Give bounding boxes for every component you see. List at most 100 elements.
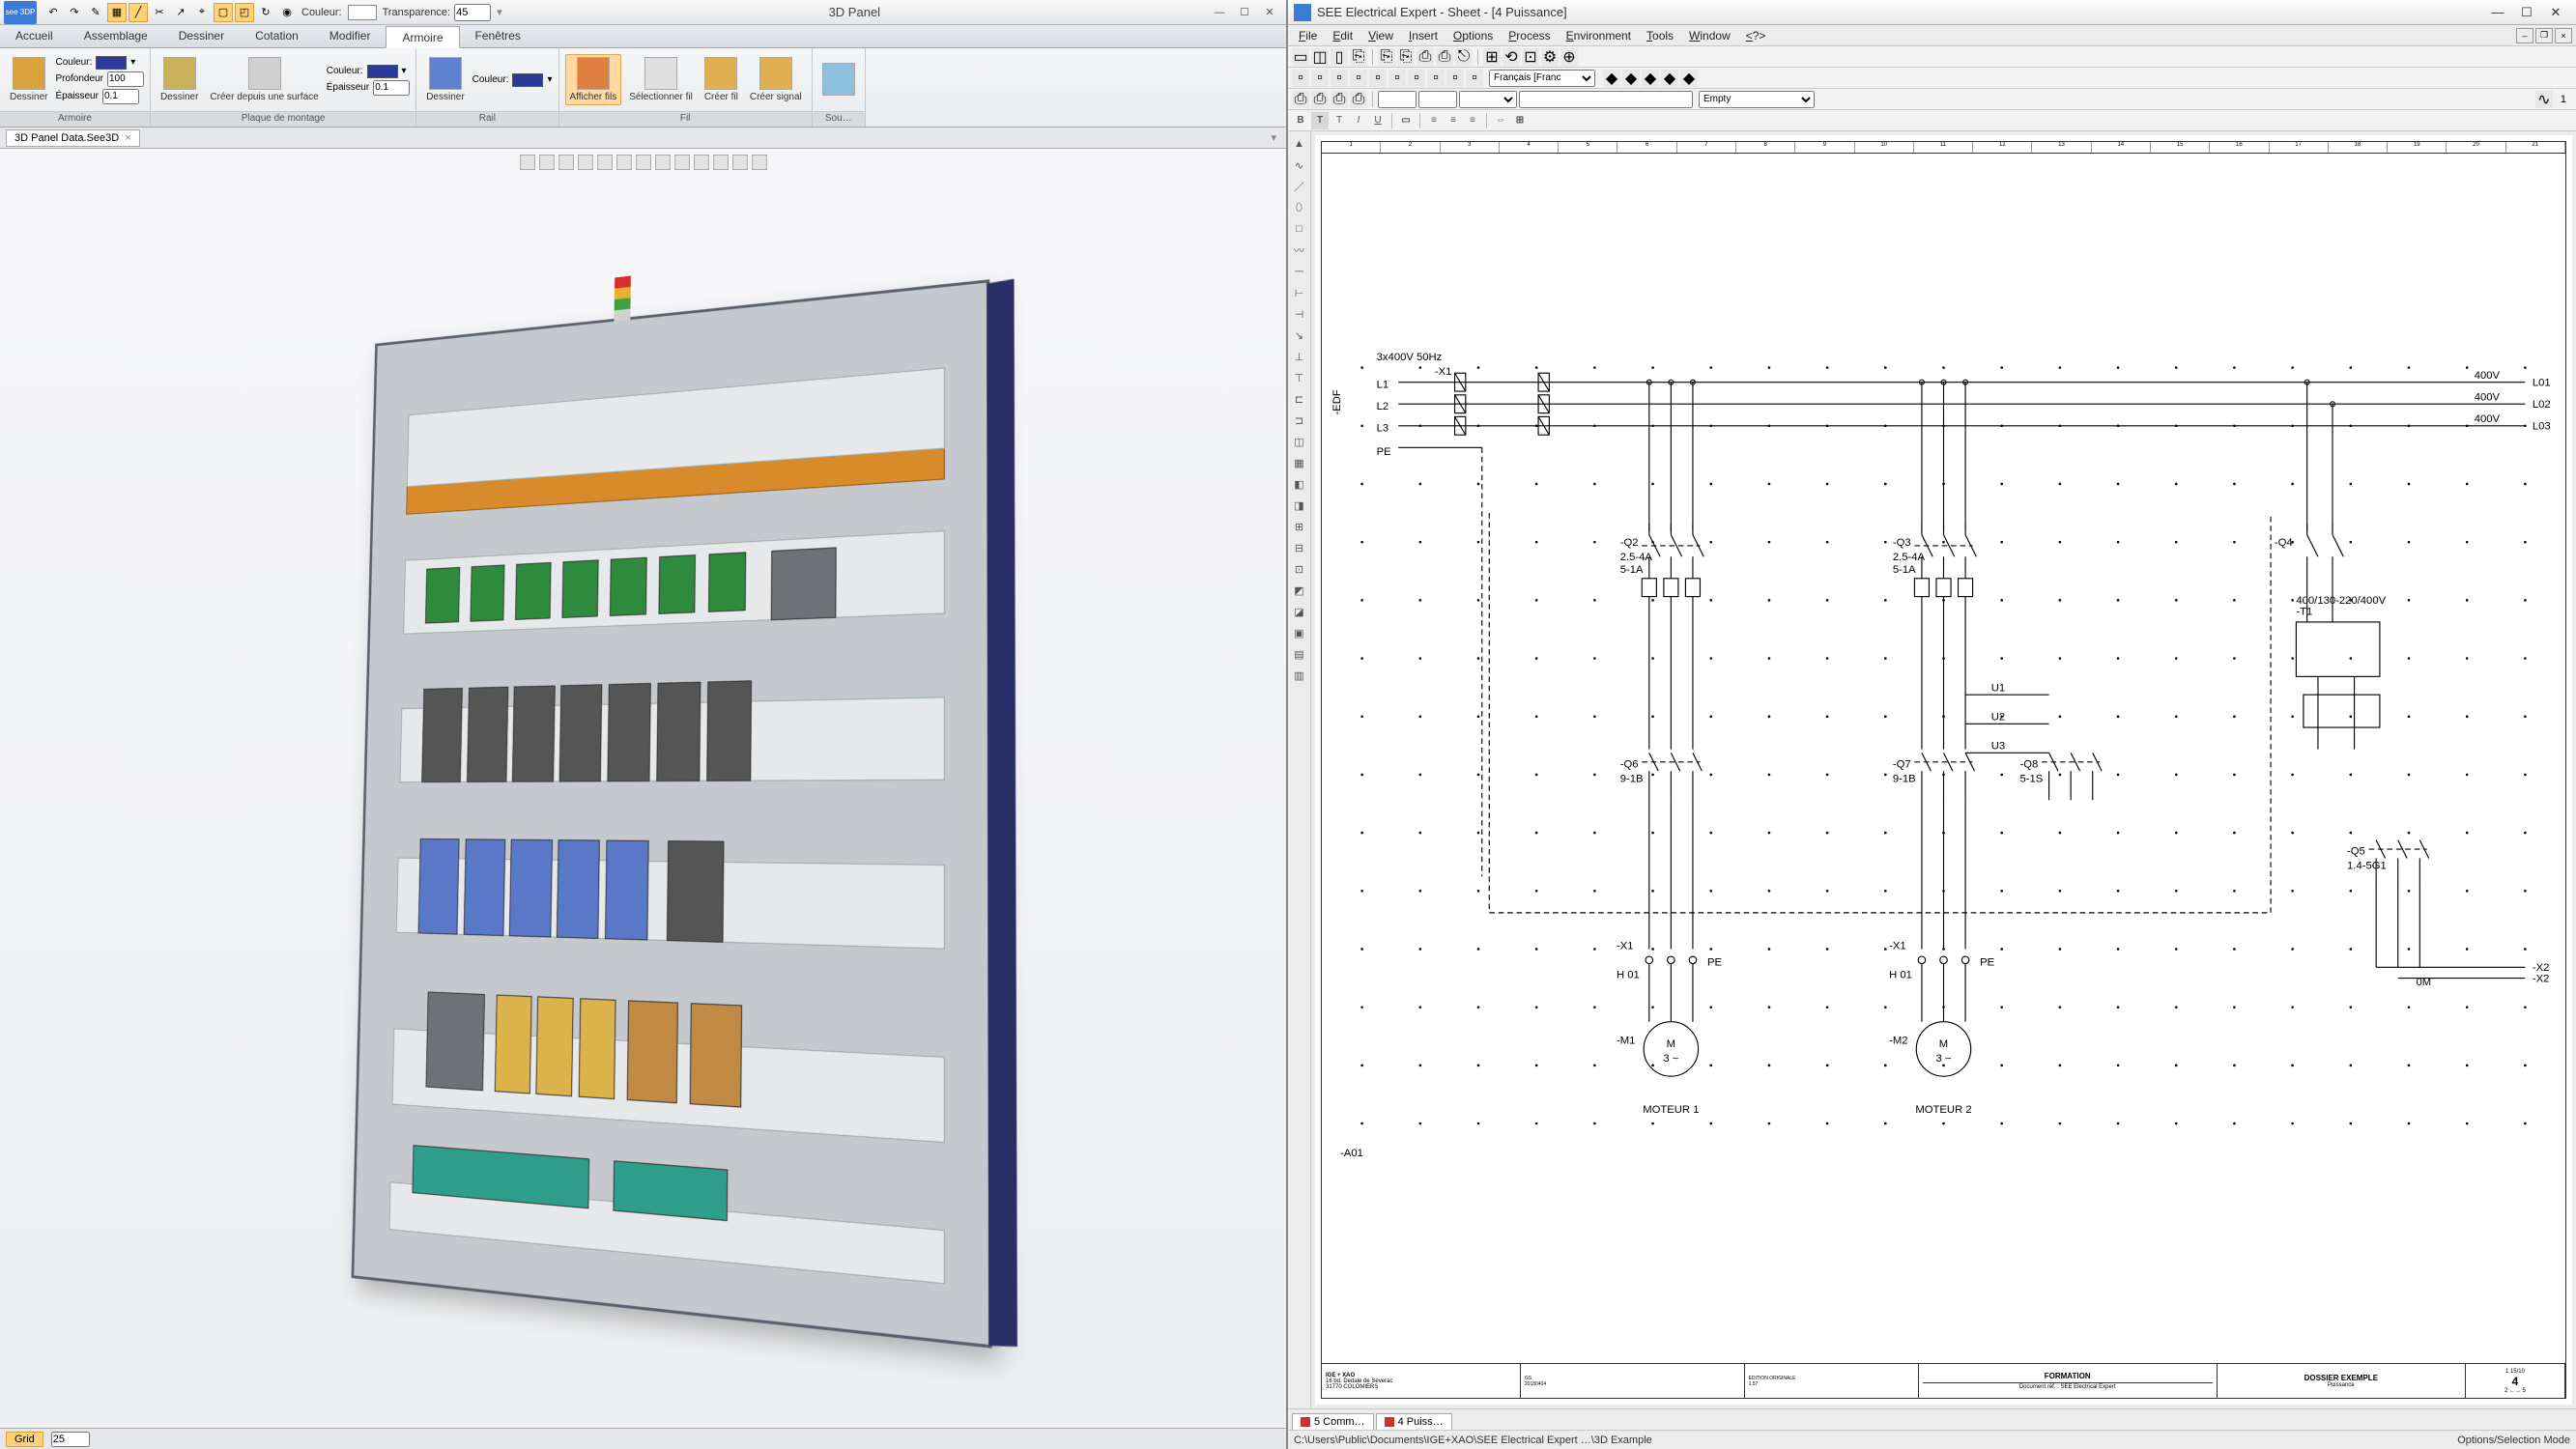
- menu-window[interactable]: Window: [1682, 27, 1737, 44]
- ribbon-tab-armoire[interactable]: Armoire: [386, 26, 459, 48]
- qat-button-11[interactable]: ◉: [277, 3, 297, 22]
- underline-button[interactable]: U: [1369, 112, 1387, 129]
- ribbon-tab-fenêtres[interactable]: Fenêtres: [460, 25, 536, 47]
- tb1-button-13[interactable]: ⊕: [1560, 48, 1578, 66]
- palette-tool-16[interactable]: ◧: [1290, 474, 1309, 494]
- ribbon-prop-input[interactable]: [107, 71, 144, 87]
- qat-button-9[interactable]: ◰: [235, 3, 254, 22]
- view-tool-2[interactable]: [558, 155, 574, 170]
- qat-button-2[interactable]: ✎: [86, 3, 105, 22]
- ribbon-tab-accueil[interactable]: Accueil: [0, 25, 69, 47]
- palette-tool-19[interactable]: ⊟: [1290, 538, 1309, 557]
- tb1-button-10[interactable]: ⟲: [1503, 48, 1520, 66]
- ribbon-btn-créer-signal[interactable]: Créer signal: [746, 55, 806, 105]
- tb1-button-4[interactable]: ⎘: [1378, 48, 1395, 66]
- palette-tool-10[interactable]: ⊥: [1290, 347, 1309, 366]
- tb1-button-9[interactable]: ⊞: [1483, 48, 1501, 66]
- tb2-button-9[interactable]: ▫: [1466, 70, 1483, 87]
- ribbon-tab-modifier[interactable]: Modifier: [314, 25, 386, 47]
- view-tool-10[interactable]: [713, 155, 729, 170]
- tb3-unknown-icon[interactable]: ∿: [2535, 91, 2553, 108]
- palette-tool-11[interactable]: ⊤: [1290, 368, 1309, 387]
- tb2-button-7[interactable]: ▫: [1427, 70, 1445, 87]
- view-tool-5[interactable]: [616, 155, 632, 170]
- tb3-select1[interactable]: [1459, 91, 1517, 108]
- view-tool-12[interactable]: [752, 155, 767, 170]
- ribbon-prop-input[interactable]: [102, 89, 139, 104]
- tb2-button-6[interactable]: ▫: [1408, 70, 1425, 87]
- language-select[interactable]: Français [Franc: [1489, 70, 1595, 87]
- ribbon-color-swatch[interactable]: [512, 73, 543, 87]
- palette-tool-24[interactable]: ▤: [1290, 644, 1309, 664]
- tb2-button-1[interactable]: ▫: [1311, 70, 1329, 87]
- tb2b-button-1[interactable]: ◆: [1622, 70, 1640, 87]
- left-maximize-button[interactable]: ☐: [1232, 3, 1257, 22]
- tb2-button-0[interactable]: ▫: [1292, 70, 1309, 87]
- align-box-button[interactable]: ▭: [1397, 112, 1415, 129]
- tb1-button-1[interactable]: ◫: [1311, 48, 1329, 66]
- view-tool-7[interactable]: [655, 155, 671, 170]
- palette-tool-5[interactable]: 〰: [1290, 241, 1309, 260]
- document-tab-close[interactable]: ×: [125, 132, 130, 144]
- tb1-button-6[interactable]: ⎙: [1417, 48, 1434, 66]
- tb2b-button-3[interactable]: ◆: [1661, 70, 1678, 87]
- menu-tools[interactable]: Tools: [1640, 27, 1680, 44]
- palette-tool-7[interactable]: ⊢: [1290, 283, 1309, 302]
- palette-tool-21[interactable]: ◩: [1290, 581, 1309, 600]
- menu-edit[interactable]: Edit: [1326, 27, 1360, 44]
- menu-process[interactable]: Process: [1502, 27, 1557, 44]
- view-tool-0[interactable]: [520, 155, 535, 170]
- qat-button-8[interactable]: ▢: [214, 3, 233, 22]
- document-tab-dropdown[interactable]: ▾: [1271, 131, 1280, 144]
- ribbon-tab-cotation[interactable]: Cotation: [240, 25, 314, 47]
- palette-tool-0[interactable]: ▲: [1290, 134, 1309, 154]
- right-maximize-button[interactable]: ☐: [2512, 3, 2541, 22]
- tb2-button-3[interactable]: ▫: [1350, 70, 1367, 87]
- tb1-button-5[interactable]: ⎘: [1397, 48, 1415, 66]
- menu-environment[interactable]: Environment: [1560, 27, 1638, 44]
- palette-tool-4[interactable]: □: [1290, 219, 1309, 239]
- tb2b-button-2[interactable]: ◆: [1642, 70, 1659, 87]
- print-preview-icon[interactable]: ⎙: [1311, 91, 1329, 108]
- ribbon-btn-sélectionner-fil[interactable]: Sélectionner fil: [625, 55, 697, 105]
- palette-tool-8[interactable]: ⊣: [1290, 304, 1309, 324]
- palette-tool-14[interactable]: ◫: [1290, 432, 1309, 451]
- italic-button[interactable]: I: [1350, 112, 1367, 129]
- ribbon-btn-dessiner[interactable]: Dessiner: [422, 55, 468, 105]
- qat-button-4[interactable]: ╱: [129, 3, 148, 22]
- palette-tool-13[interactable]: ⊐: [1290, 411, 1309, 430]
- palette-tool-1[interactable]: ∿: [1290, 156, 1309, 175]
- menu-options[interactable]: Options: [1446, 27, 1500, 44]
- menu-insert[interactable]: Insert: [1402, 27, 1445, 44]
- format-extra1-button[interactable]: ⇔: [1492, 112, 1509, 129]
- ribbon-color-swatch[interactable]: [367, 65, 398, 78]
- palette-tool-12[interactable]: ⊏: [1290, 389, 1309, 409]
- document-tab[interactable]: 3D Panel Data.See3D ×: [6, 129, 140, 147]
- ribbon-btn-icon[interactable]: [818, 61, 859, 99]
- qat-couleur-swatch[interactable]: [348, 5, 377, 20]
- palette-tool-23[interactable]: ▣: [1290, 623, 1309, 642]
- qat-button-5[interactable]: ✂: [150, 3, 169, 22]
- tb3-field2[interactable]: [1418, 91, 1457, 108]
- schematic-canvas[interactable]: 123456789101112131415161718192021 3x400V…: [1315, 135, 2572, 1405]
- ribbon-btn-dessiner[interactable]: Dessiner: [6, 55, 51, 105]
- sheet-tab-0[interactable]: 5 Comm…: [1292, 1413, 1374, 1430]
- tb1-button-7[interactable]: ⎙: [1436, 48, 1453, 66]
- tb1-button-2[interactable]: ▯: [1331, 48, 1348, 66]
- ribbon-tab-assemblage[interactable]: Assemblage: [69, 25, 163, 47]
- align-left-button[interactable]: ≡: [1425, 112, 1443, 129]
- tb2b-button-4[interactable]: ◆: [1680, 70, 1698, 87]
- bold-button[interactable]: B: [1292, 112, 1309, 129]
- left-close-button[interactable]: ✕: [1257, 3, 1282, 22]
- palette-tool-9[interactable]: ↘: [1290, 326, 1309, 345]
- qat-button-1[interactable]: ↷: [65, 3, 84, 22]
- align-right-button[interactable]: ≡: [1464, 112, 1481, 129]
- print-icon[interactable]: ⎙: [1292, 91, 1309, 108]
- format-extra2-button[interactable]: ⊞: [1511, 112, 1529, 129]
- palette-tool-18[interactable]: ⊞: [1290, 517, 1309, 536]
- print-all-icon[interactable]: ⎙: [1350, 91, 1367, 108]
- qat-transparence-input[interactable]: [454, 4, 491, 21]
- tb2-button-4[interactable]: ▫: [1369, 70, 1387, 87]
- 3d-viewport[interactable]: [0, 149, 1286, 1428]
- align-center-button[interactable]: ≡: [1445, 112, 1462, 129]
